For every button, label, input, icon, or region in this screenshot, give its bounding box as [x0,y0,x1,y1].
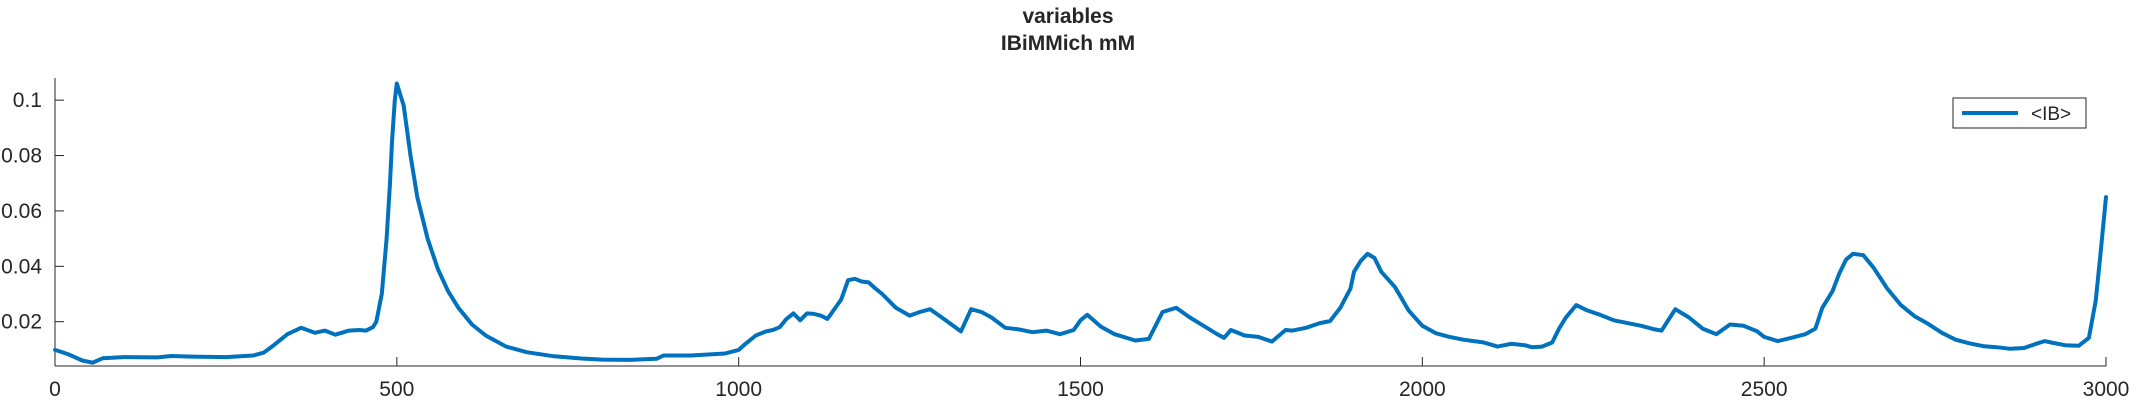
x-tick-label: 2000 [1399,378,1446,400]
chart-subtitle: IBiMMich mM [1001,32,1135,55]
chart-title: variables [1022,5,1113,28]
legend-label: <IB> [2031,104,2071,125]
y-tick-label: 0.08 [1,145,42,168]
x-tick-label: 0 [49,378,61,400]
x-tick-label: 1500 [1057,378,1104,400]
series-layer [53,81,2108,365]
x-tick-label: 3000 [2083,378,2130,400]
y-tick-label: 0.06 [1,200,42,223]
x-tick-label: 2500 [1741,378,1788,400]
y-tick-label: 0.04 [1,255,42,278]
x-tick-label: 1000 [715,378,762,400]
axes: 0 500 1000 1500 2000 2500 3000 0.02 0.04 0.06 0.08… [1,78,2130,401]
y-tick-label: 0.1 [13,89,42,112]
x-tick-label: 500 [379,378,414,400]
y-tick-label: 0.02 [1,311,42,334]
legend: <IB> [1952,97,2087,129]
series-line-0 [53,81,2108,365]
